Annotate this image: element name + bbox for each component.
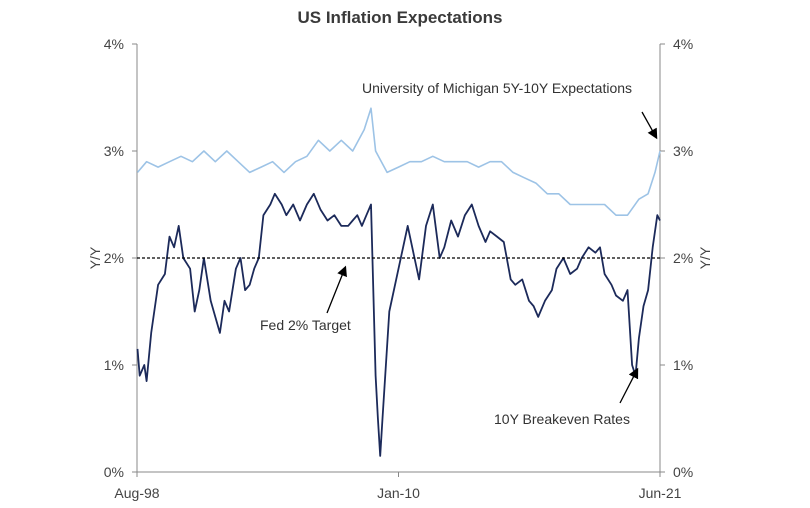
y-tick-label-right: 1% [673, 357, 693, 373]
x-tick-label: Aug-98 [114, 485, 159, 501]
series-line-10y-breakeven-rates [136, 192, 661, 457]
y-tick-label-left: 1% [104, 357, 124, 373]
arrow-umich [641, 111, 658, 140]
y-tick-label-right: 3% [673, 143, 693, 159]
arrow-fed-target [326, 265, 347, 314]
y-tick-label-left: 4% [104, 36, 124, 52]
y-axis-label-right: Y/Y [697, 246, 713, 269]
y-tick-label-left: 0% [104, 464, 124, 480]
annotation-umich: University of Michigan 5Y-10Y Expectatio… [362, 80, 632, 96]
annotation-breakeven: 10Y Breakeven Rates [494, 411, 630, 427]
left-y-ticks: 0% 1% 2% 3% 4% [104, 36, 137, 480]
series-line-university-of-michigan-5y-10y-expectations [136, 107, 661, 216]
chart-title: US Inflation Expectations [298, 8, 503, 27]
y-tick-label-right: 4% [673, 36, 693, 52]
y-tick-label-right: 0% [673, 464, 693, 480]
y-tick-label-right: 2% [673, 250, 693, 266]
arrow-breakeven [619, 367, 639, 404]
y-tick-label-left: 2% [104, 250, 124, 266]
x-tick-label: Jan-10 [377, 485, 420, 501]
series-layer [136, 107, 661, 457]
y-tick-label-left: 3% [104, 143, 124, 159]
y-axis-label-left: Y/Y [87, 246, 103, 269]
annotations: University of Michigan 5Y-10Y Expectatio… [260, 80, 658, 427]
x-tick-label: Jun-21 [639, 485, 682, 501]
annotation-fed-target: Fed 2% Target [260, 317, 351, 333]
right-y-ticks: 0% 1% 2% 3% 4% [660, 36, 693, 480]
x-ticks: Aug-98 Jan-10 Jun-21 [114, 472, 682, 501]
